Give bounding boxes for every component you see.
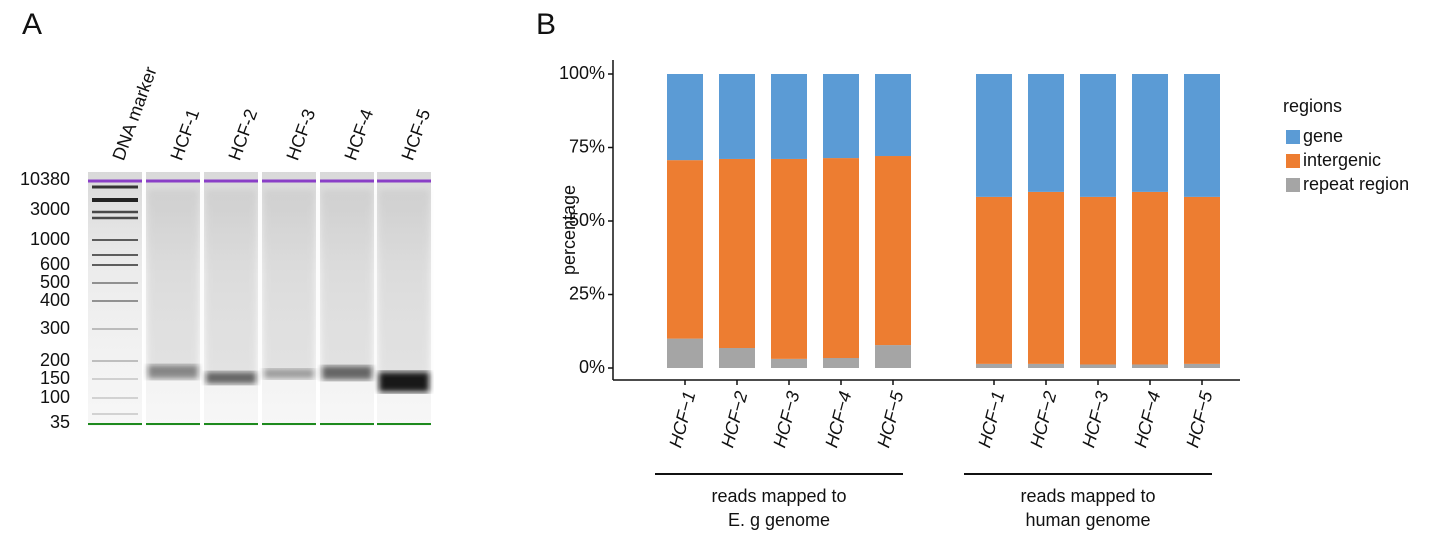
bar-segment [667,339,703,368]
marker-size-label: 300 [40,318,70,338]
figure: A B DNA markerHCF-1 HCF-2 HCF-3 HCF-4 HCF-5 1… [0,0,1449,535]
bar-segment [976,197,1012,364]
lane-label: HCF-3 [282,106,319,163]
bar-segment [1184,197,1220,364]
marker-size-label: 100 [40,387,70,407]
marker-size-label: 600 [40,254,70,274]
bar-segment [719,159,755,348]
marker-size-label: 200 [40,350,70,370]
legend-swatch [1286,130,1300,144]
bar-segment [1184,364,1220,368]
bar-segment [1080,197,1116,365]
lane-label: HCF-2 [224,106,261,163]
panel-label: B [536,8,556,41]
marker-size-label: 35 [50,412,70,432]
bar-segment [1080,74,1116,197]
bar-segment [1132,192,1168,365]
marker-size-label: 150 [40,368,70,388]
lane [88,172,142,426]
sample-band [264,369,314,379]
marker-size-label: 500 [40,272,70,292]
x-tick-label: HCF−4 [821,389,855,450]
marker-size-label: 3000 [30,199,70,219]
sample-band [322,366,372,380]
lane-label: DNA marker [108,64,160,163]
lane-label: HCF-5 [397,106,434,163]
sample-smear [264,190,314,374]
bar-segment [875,156,911,345]
sample-band [148,365,198,379]
bar-segment [1184,74,1220,197]
marker-size-label: 1000 [30,229,70,249]
bar-segment [976,74,1012,197]
bar-segment [667,74,703,160]
bar-segment [1132,74,1168,192]
group-label: human genome [1025,510,1150,530]
bar-segment [771,359,807,368]
x-tick-label: HCF−4 [1130,389,1164,450]
bar-segment [976,364,1012,368]
sample-smear [379,190,429,382]
legend-swatch [1286,178,1300,192]
y-tick-label: 0% [579,357,605,377]
x-tick-label: HCF−3 [1078,389,1112,450]
bar-segment [719,348,755,368]
bar-segment [1080,364,1116,368]
bar-segment [771,159,807,359]
lane-label: HCF-1 [166,106,203,163]
lane-label: HCF-4 [340,106,377,163]
sample-band [379,372,429,392]
legend-title: regions [1283,96,1342,116]
sample-smear [322,190,372,373]
y-axis-title: percentage [559,185,579,275]
panel-label: A [22,8,42,41]
x-tick-label: HCF−2 [1026,389,1060,450]
x-tick-label: HCF−1 [974,389,1008,450]
bar-segment [771,74,807,159]
y-tick-label: 25% [569,283,605,303]
y-tick-label: 100% [559,63,605,83]
bar-segment [667,160,703,338]
group-label: reads mapped to [711,486,846,506]
x-tick-label: HCF−3 [769,389,803,450]
bar-segment [1132,364,1168,368]
group-label: E. g genome [728,510,830,530]
group-label: reads mapped to [1020,486,1155,506]
marker-size-label: 10380 [20,169,70,189]
bar-segment [1028,364,1064,368]
bar-segment [1028,74,1064,192]
x-tick-label: HCF−2 [717,389,751,450]
x-tick-label: HCF−1 [665,389,699,450]
sample-band [206,372,256,384]
bar-segment [719,74,755,159]
legend-label: intergenic [1303,150,1381,170]
sample-smear [206,190,256,378]
legend-swatch [1286,154,1300,168]
x-tick-label: HCF−5 [1182,388,1216,450]
marker-size-label: 400 [40,290,70,310]
legend-label: gene [1303,126,1343,146]
bar-segment [823,358,859,368]
y-tick-label: 75% [569,136,605,156]
legend-label: repeat region [1303,174,1409,194]
bar-segment [823,158,859,358]
bar-segment [875,74,911,156]
bar-segment [823,74,859,158]
x-tick-label: HCF−5 [873,388,907,450]
bar-segment [1028,192,1064,364]
sample-smear [148,190,198,372]
bar-segment [875,345,911,368]
